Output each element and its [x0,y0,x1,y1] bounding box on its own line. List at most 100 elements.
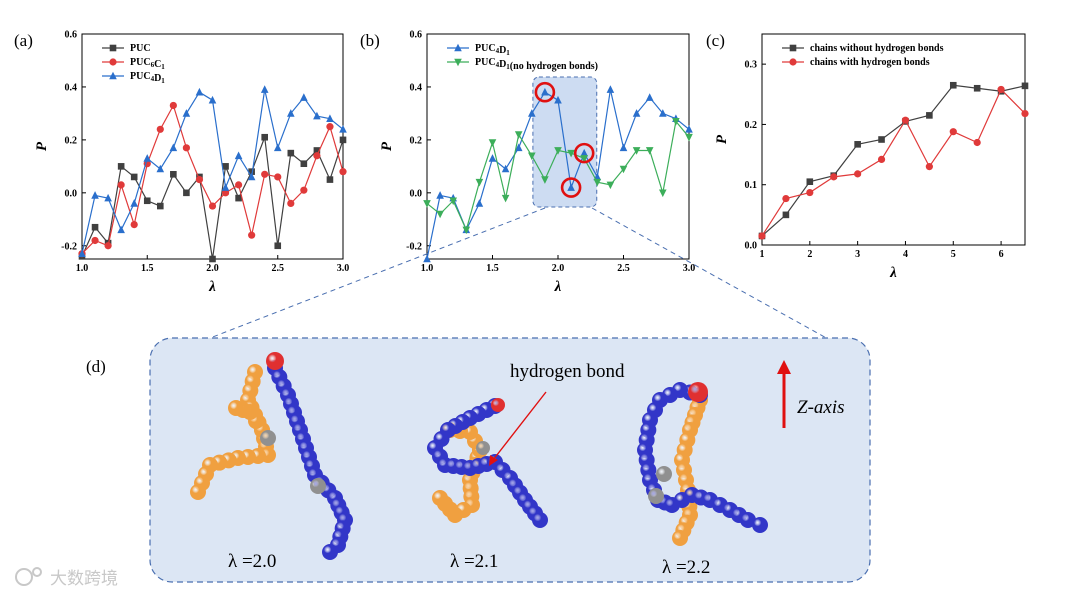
legend-label: PUC4D1 [475,43,510,57]
junction-bead [310,478,326,494]
data-point [117,163,125,170]
data-point [339,168,347,176]
data-point [567,149,575,158]
x-axis-label: λ [889,265,897,281]
x-tick-label: 4 [903,249,908,260]
x-tick-label: 3.0 [337,263,350,274]
data-point [287,109,295,117]
data-point [182,144,190,152]
data-point [632,109,641,117]
chart-b: 1.0 1.5 2.0 2.5 3.0 -0.2 0.0 0.2 0.4 0.6 λ P PUC4D1P… [379,30,695,296]
bead [532,512,548,528]
end-bead [491,398,505,412]
data-point [806,188,814,197]
x-tick-label: 1.0 [76,263,89,274]
legend-label: PUC6C1 [130,57,165,71]
data-point [300,160,308,168]
data-point [997,85,1005,94]
connector-left [204,207,546,341]
y-tick-label: 0.2 [410,135,423,146]
legend-marker [109,58,117,66]
data-point [423,200,431,208]
data-point [449,197,457,206]
panel-label-c: (c) [706,31,725,50]
data-point [287,199,295,208]
x-tick-label: 1.5 [141,263,154,274]
data-point [619,143,628,152]
x-tick-label: 2.0 [552,263,565,274]
data-point [117,225,125,234]
data-point [235,194,242,202]
caption-lambda-2-2: λ =2.2 [662,557,710,578]
connector-right [591,207,831,341]
x-tick-label: 1.5 [486,263,499,274]
plot-frame [761,33,1026,246]
legend-label: PUC [130,43,151,54]
x-tick-label: 2.0 [206,263,219,274]
panel-label-d: (d) [86,357,106,376]
y-axis-label: P [34,141,50,151]
watermark: 大数跨境 [15,567,118,589]
bead [190,484,206,500]
legend-marker [109,44,117,52]
bead [752,517,768,533]
data-point [554,147,562,155]
x-tick-label: 2.5 [617,263,630,274]
data-point [195,175,204,184]
data-point [130,173,138,181]
data-point [501,194,510,203]
y-axis-label: P [714,134,730,144]
y-tick-label: 0.4 [410,82,423,93]
data-point [877,155,886,163]
hydrogen-bond-arrow [492,391,547,461]
y-tick-label: 0.1 [745,180,758,191]
data-point [117,181,125,189]
highlight-circle [573,142,595,164]
data-point [183,189,190,197]
data-point [606,85,615,93]
data-point [541,176,549,184]
bead [740,512,756,528]
data-point [782,194,790,203]
data-point [221,183,230,191]
x-tick-label: 1 [760,249,765,260]
x-tick-label: 2 [807,249,812,260]
data-point [645,93,654,101]
data-point [514,143,523,152]
legend-marker [454,43,462,52]
data-point [580,155,588,163]
data-point [926,112,933,119]
y-tick-label: 0.0 [410,188,423,199]
series-line [761,88,1026,237]
data-point [501,164,510,173]
data-point [195,87,204,96]
junction-bead [648,488,664,504]
data-point [247,172,256,181]
y-tick-label: -0.2 [61,241,77,252]
x-axis-label: λ [554,279,562,295]
y-tick-label: 0.0 [65,188,78,199]
hydrogen-bond-arrowhead [489,455,498,466]
data-point [287,149,295,157]
data-point [169,143,178,152]
data-point [157,202,164,210]
data-point [78,249,86,258]
series-line [761,84,1026,237]
data-point [973,138,981,147]
caption-lambda-2-1: λ =2.1 [450,551,498,572]
data-point [260,85,269,93]
data-point [606,181,615,190]
data-point [91,236,99,245]
legend-label: PUC4D1 [130,71,165,85]
data-point [261,170,269,178]
y-tick-label: 0.0 [745,241,758,252]
orange-chain-1 [190,364,276,500]
data-point [659,189,667,198]
data-point [593,178,602,187]
data-point [208,202,217,210]
data-point [528,109,536,117]
legend-label: PUC4D1(no hydrogen bonds) [475,57,598,72]
legend-label: chains with hydrogen bonds [810,57,930,68]
watermark-logo-icon [15,568,33,586]
